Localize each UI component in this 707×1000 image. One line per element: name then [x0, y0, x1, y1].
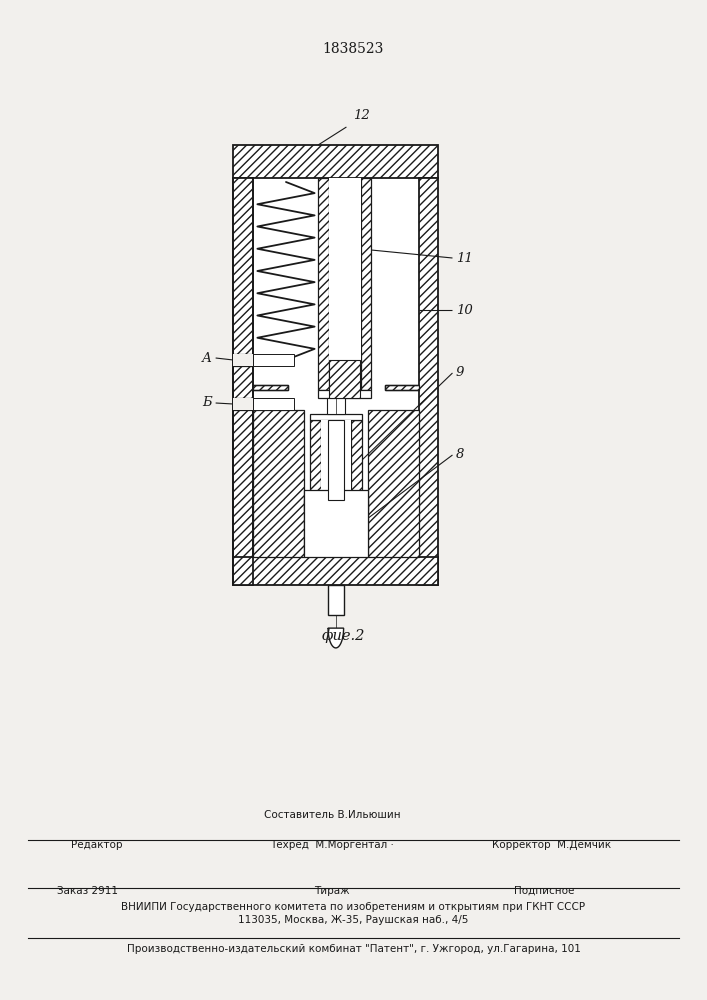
Bar — [351, 420, 362, 500]
Bar — [328, 420, 344, 500]
Bar — [321, 420, 351, 500]
Text: Тираж: Тираж — [315, 886, 350, 896]
Bar — [253, 354, 294, 366]
Bar — [233, 354, 253, 366]
Text: Составитель В.Ильюшин: Составитель В.Ильюшин — [264, 810, 401, 820]
Text: Подписное: Подписное — [514, 886, 575, 896]
Bar — [361, 178, 371, 390]
Text: Корректор  М.Демчик: Корректор М.Демчик — [492, 840, 611, 850]
Bar — [233, 178, 253, 585]
Bar — [329, 178, 361, 390]
Text: 11: 11 — [456, 251, 473, 264]
Text: 1838523: 1838523 — [323, 42, 384, 56]
Text: 9: 9 — [456, 366, 464, 379]
Bar — [385, 385, 419, 390]
Bar — [253, 410, 304, 557]
Bar — [310, 414, 362, 420]
Bar — [253, 385, 288, 390]
Bar — [253, 398, 294, 410]
Bar — [318, 178, 329, 390]
Text: фие.2: фие.2 — [321, 628, 365, 643]
Bar — [318, 390, 371, 398]
Text: 12: 12 — [354, 109, 370, 122]
Bar — [233, 557, 438, 585]
Text: Б: Б — [202, 396, 212, 410]
Bar — [304, 500, 368, 510]
Bar — [253, 178, 419, 557]
Text: Производственно-издательский комбинат "Патент", г. Ужгород, ул.Гагарина, 101: Производственно-издательский комбинат "П… — [127, 944, 580, 954]
Text: ВНИИПИ Государственного комитета по изобретениям и открытиям при ГКНТ СССР: ВНИИПИ Государственного комитета по изоб… — [122, 902, 585, 912]
Bar — [329, 360, 360, 398]
Text: Техред  М.Моргентал ·: Техред М.Моргентал · — [270, 840, 395, 850]
Text: 8: 8 — [456, 448, 464, 462]
Bar — [368, 410, 419, 557]
Bar — [310, 420, 321, 500]
Text: 113035, Москва, Ж-35, Раушская наб., 4/5: 113035, Москва, Ж-35, Раушская наб., 4/5 — [238, 915, 469, 925]
Bar — [327, 398, 345, 414]
Text: 10: 10 — [456, 304, 473, 316]
Text: Заказ 2911: Заказ 2911 — [57, 886, 117, 896]
Bar — [419, 178, 438, 585]
Text: Редактор: Редактор — [71, 840, 122, 850]
Bar — [233, 398, 253, 410]
Bar — [328, 585, 344, 615]
Polygon shape — [328, 628, 344, 648]
Bar — [304, 490, 368, 557]
Bar — [233, 145, 438, 178]
Text: А: А — [202, 352, 212, 364]
